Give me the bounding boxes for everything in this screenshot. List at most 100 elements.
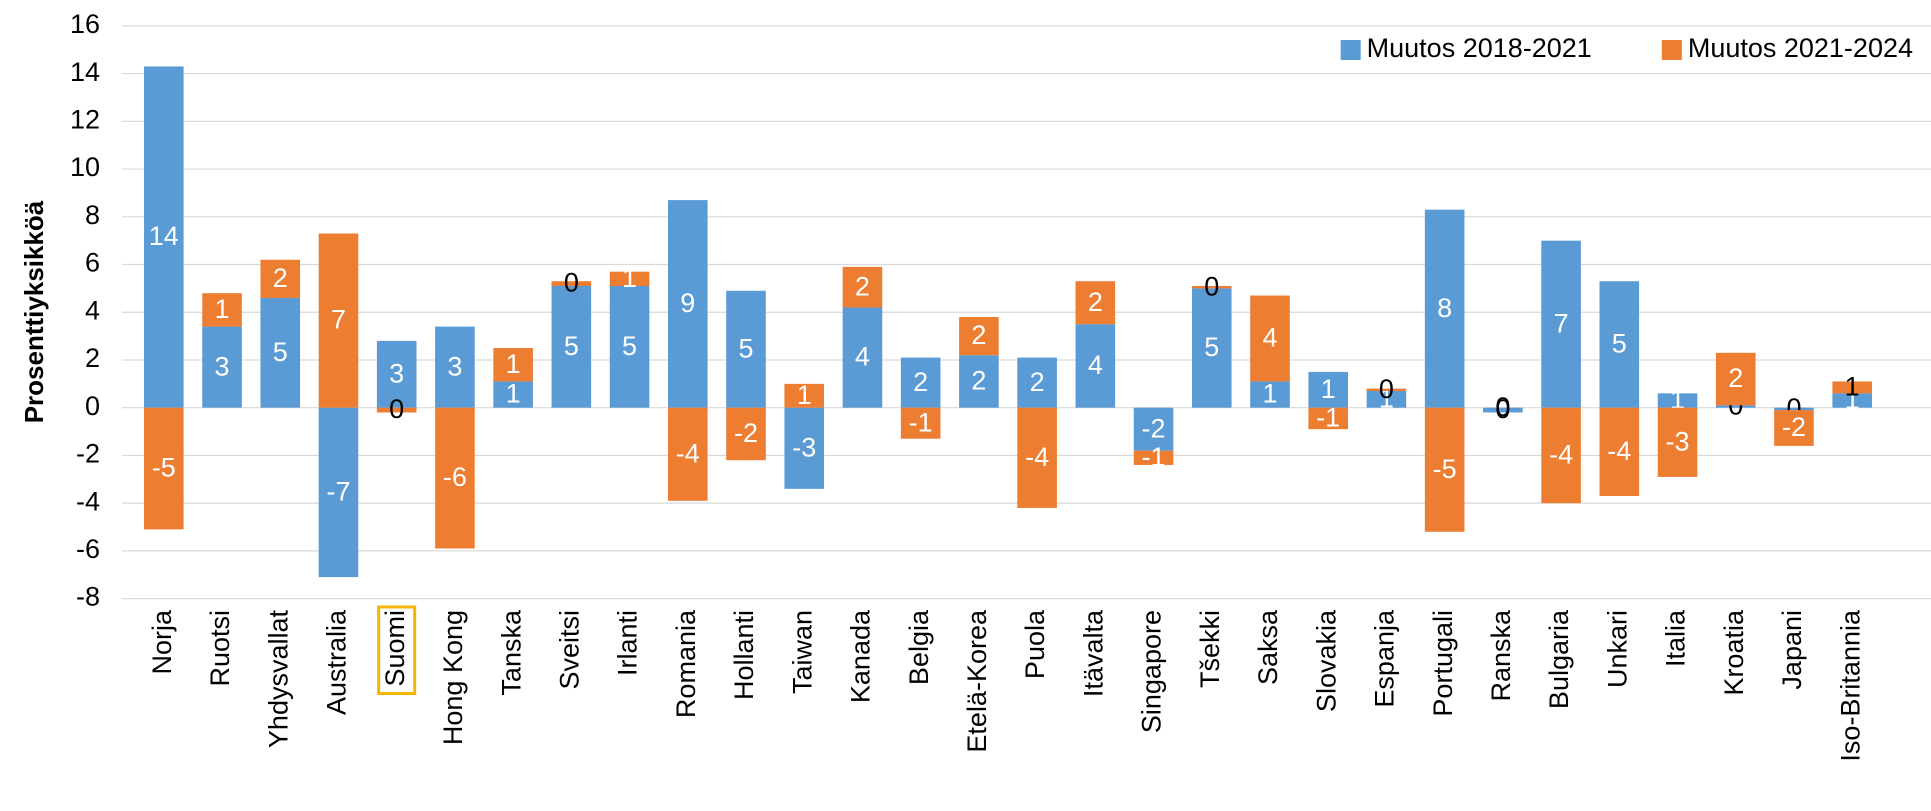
bar-segment [202, 326, 242, 408]
bar-segment [1308, 407, 1349, 430]
data-label: 2 [273, 263, 288, 293]
bar-segment [1657, 407, 1698, 477]
y-tick-label: 4 [85, 295, 100, 325]
data-label: 7 [1554, 308, 1569, 338]
bar-segment [1191, 288, 1232, 408]
x-tick-label: Tanska [496, 609, 526, 696]
x-tick-label: Irlanti [613, 610, 643, 676]
bar-segment [1366, 388, 1407, 391]
data-label: -4 [1549, 440, 1573, 470]
x-tick-label: Hong Kong [438, 610, 468, 745]
bar-segment [1191, 286, 1232, 289]
legend-swatch [1661, 40, 1682, 60]
y-tick-label: -2 [76, 439, 100, 469]
x-tick-label: Unkari [1602, 610, 1632, 688]
bar-segment [1657, 393, 1698, 408]
data-label: 4 [855, 342, 870, 372]
data-label: 1 [1262, 379, 1277, 409]
data-label: -1 [1316, 403, 1340, 433]
data-label: 2 [1030, 367, 1045, 397]
bar-segment [1133, 407, 1174, 451]
bar-segment [784, 383, 825, 408]
data-label: 0 [564, 268, 579, 298]
legend-swatch [1340, 40, 1361, 60]
data-label: 2 [971, 320, 986, 350]
x-tick-label: Saksa [1253, 609, 1283, 685]
data-label: -1 [909, 407, 933, 437]
data-label: -3 [792, 432, 816, 462]
bar-segment [900, 407, 941, 439]
x-tick-label: Itävalta [1078, 609, 1108, 697]
data-label: -1 [1142, 442, 1166, 472]
x-tick-label: Espanja [1370, 609, 1400, 708]
data-label: 5 [273, 337, 288, 367]
x-tick-label: Japani [1777, 610, 1807, 690]
x-tick-label: Etelä-Korea [962, 609, 992, 753]
bar-segment [144, 407, 184, 530]
data-label: 8 [1437, 293, 1452, 323]
data-label: -2 [1782, 412, 1806, 442]
data-label: 1 [1321, 374, 1336, 404]
data-label: 0 [389, 394, 404, 424]
bar-segment [1832, 381, 1872, 394]
data-label: 0 [1495, 394, 1510, 424]
data-label: 2 [1728, 363, 1743, 393]
x-tick-label: Italia [1661, 609, 1691, 667]
x-tick-label: Kanada [846, 609, 876, 703]
bar-segment [1017, 357, 1057, 408]
x-tick-label: Hollanti [729, 610, 759, 700]
data-label: -4 [1025, 442, 1049, 472]
bar-segment [435, 326, 475, 408]
bar-segment [1366, 390, 1407, 408]
bar-segment [376, 340, 417, 408]
data-label: 5 [622, 331, 637, 361]
bar-segment [1250, 295, 1290, 382]
x-tick-label: Ranska [1486, 609, 1516, 702]
data-label: 2 [855, 271, 870, 301]
data-label: 2 [913, 367, 928, 397]
data-label: 1 [797, 380, 812, 410]
bar-segment [842, 307, 883, 408]
data-label: -5 [152, 453, 176, 483]
data-label: 3 [215, 351, 230, 381]
bar-segment [1017, 407, 1057, 508]
data-label: -5 [1433, 454, 1457, 484]
x-tick-label: Norja [147, 609, 177, 675]
x-tick-label: Singapore [1137, 610, 1167, 733]
x-tick-label: Sveitsi [554, 610, 584, 690]
y-tick-label: 16 [70, 9, 100, 39]
data-label: 4 [1088, 350, 1103, 380]
data-label: 7 [331, 305, 346, 335]
y-tick-label: -6 [76, 534, 100, 564]
data-label: 4 [1262, 323, 1277, 353]
x-tick-label: Belgia [904, 609, 934, 685]
bar-segment [726, 407, 766, 461]
data-label: 0 [1379, 374, 1394, 404]
y-tick-label: 10 [70, 152, 100, 182]
x-tick-label: Iso-Britannia [1835, 609, 1865, 762]
x-tick-label: Bulgaria [1544, 609, 1574, 709]
bar-segment [202, 293, 242, 327]
y-tick-label: -8 [76, 582, 100, 612]
data-label: -4 [1607, 436, 1631, 466]
bar-segment [1541, 407, 1581, 504]
y-tick-label: 6 [85, 248, 100, 278]
bar-segment [318, 407, 359, 578]
data-label: 5 [564, 331, 579, 361]
data-label: -4 [676, 438, 700, 468]
bar-segment [959, 355, 999, 408]
bar-segment [1541, 240, 1581, 408]
bar-segment [1715, 405, 1756, 408]
bar-segment [1832, 393, 1872, 408]
data-label: 1 [1670, 385, 1685, 415]
data-label: -7 [326, 477, 350, 507]
data-label: 1 [1845, 372, 1860, 402]
data-label: 5 [1612, 329, 1627, 359]
data-label: 0 [1495, 392, 1510, 422]
data-label: 5 [738, 333, 753, 363]
bar-segment [1424, 209, 1465, 408]
x-tick-label: Romania [671, 609, 701, 718]
bar-segment [1483, 407, 1523, 413]
bar-segment [1599, 281, 1640, 408]
